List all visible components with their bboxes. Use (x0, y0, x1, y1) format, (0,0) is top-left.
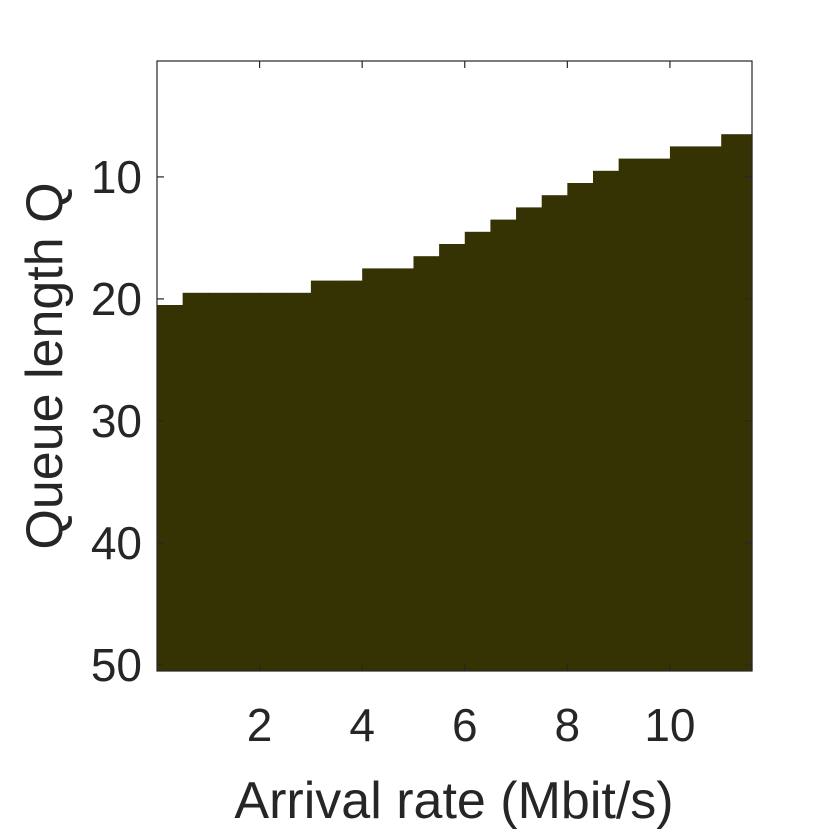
heatmap-column-17 (567, 183, 594, 671)
y-tick-label: 10 (91, 151, 142, 203)
x-tick-label: 4 (349, 699, 375, 751)
x-axis-ticks: 2 4 6 8 10 (247, 61, 696, 751)
y-axis-label: Queue length Q (16, 182, 74, 549)
heatmap-column-8 (336, 280, 363, 671)
heatmap-column-20 (644, 158, 671, 672)
y-axis-ticks: 10 20 30 40 50 (91, 151, 752, 691)
y-tick-label: 30 (91, 395, 142, 447)
heatmap-column-21 (669, 146, 697, 671)
heatmap-column-4 (233, 292, 261, 671)
heatmap-column-5 (259, 292, 286, 671)
y-tick-label: 20 (91, 273, 142, 325)
x-tick-label: 8 (555, 699, 581, 751)
heatmap-cells (157, 134, 753, 672)
heatmap-column-16 (541, 195, 568, 671)
heatmap-column-11 (413, 256, 440, 671)
x-tick-label: 6 (452, 699, 478, 751)
heatmap-column-1 (157, 305, 184, 671)
heatmap-column-3 (208, 292, 235, 671)
y-tick-label: 40 (91, 517, 142, 569)
heatmap-column-7 (310, 280, 338, 671)
heatmap-column-2 (182, 292, 209, 671)
heatmap-column-6 (285, 292, 312, 671)
heatmap-column-13 (464, 231, 492, 672)
heatmap-column-15 (516, 207, 543, 671)
heatmap-column-9 (362, 268, 389, 671)
heatmap-column-12 (439, 244, 466, 671)
heatmap-column-18 (592, 170, 620, 672)
heatmap-column-23 (721, 134, 753, 671)
x-tick-label: 10 (644, 699, 695, 751)
plot-area-frame (156, 60, 753, 672)
heatmap-column-22 (695, 146, 722, 671)
x-tick-label: 2 (247, 699, 273, 751)
heatmap-column-14 (490, 219, 517, 671)
y-tick-label: 50 (91, 639, 142, 691)
x-axis-label: Arrival rate (Mbit/s) (234, 772, 673, 830)
heatmap-column-10 (387, 268, 415, 671)
heatmap-column-19 (618, 158, 645, 672)
